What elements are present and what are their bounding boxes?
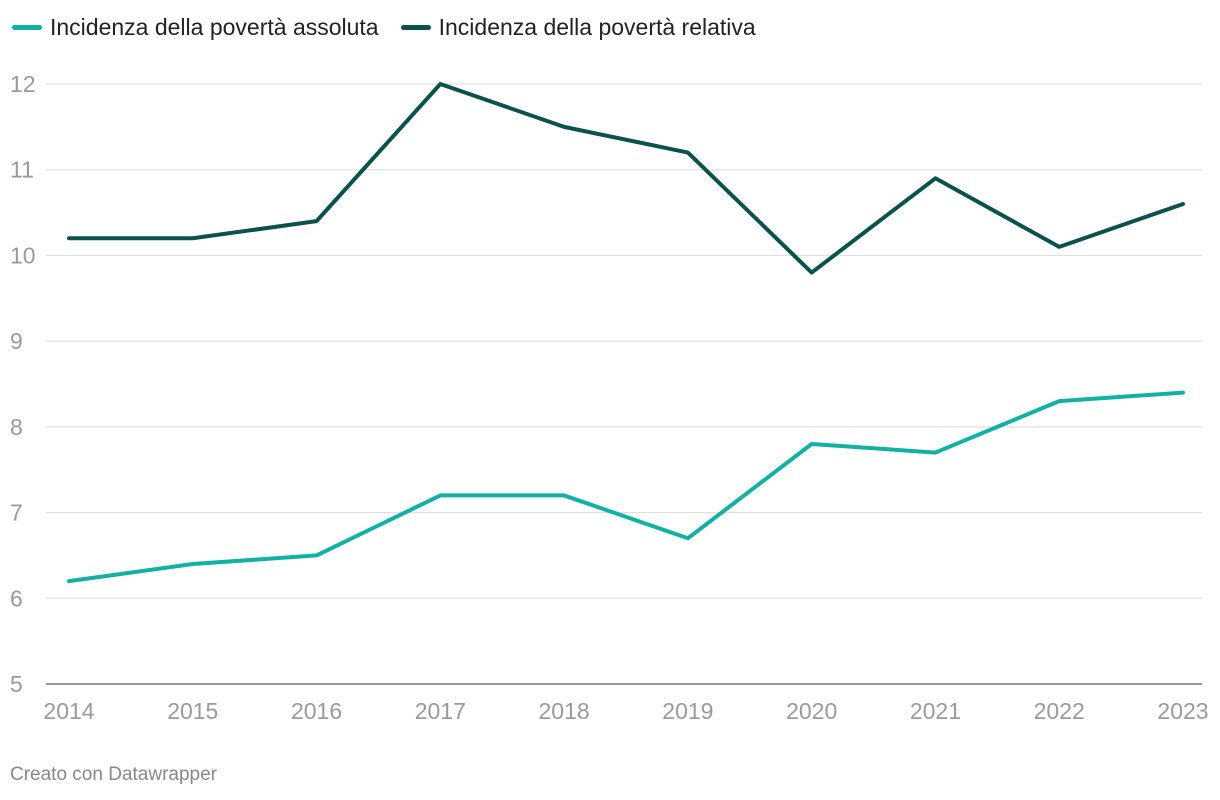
y-tick-label-9: 9 xyxy=(10,328,23,354)
y-tick-label-12: 12 xyxy=(10,71,36,97)
x-tick-label-2021: 2021 xyxy=(910,698,961,724)
legend-label-absolute: Incidenza della povertà assoluta xyxy=(50,14,379,40)
legend-item-absolute: Incidenza della povertà assoluta xyxy=(12,14,379,41)
legend-label-relative: Incidenza della povertà relativa xyxy=(438,14,756,40)
x-tick-label-2017: 2017 xyxy=(415,698,466,724)
legend-swatch-relative xyxy=(400,25,431,30)
chart-legend: Incidenza della povertà assoluta Inciden… xyxy=(12,14,778,41)
y-tick-label-8: 8 xyxy=(10,414,23,440)
y-tick-label-11: 11 xyxy=(10,157,34,183)
y-tick-label-5: 5 xyxy=(10,671,23,697)
y-tick-label-7: 7 xyxy=(10,500,23,526)
x-tick-label-2019: 2019 xyxy=(662,698,713,724)
x-tick-label-2018: 2018 xyxy=(539,698,590,724)
footer-credit: Creato con Datawrapper xyxy=(10,764,217,785)
x-tick-label-2023: 2023 xyxy=(1157,698,1208,724)
series-line-absolute xyxy=(67,390,1185,584)
x-tick-label-2015: 2015 xyxy=(167,698,218,724)
legend-swatch-absolute xyxy=(12,25,42,30)
x-tick-label-2020: 2020 xyxy=(786,698,837,724)
x-tick-label-2014: 2014 xyxy=(43,698,94,724)
series-line-relative xyxy=(67,82,1185,275)
legend-item-relative: Incidenza della povertà relativa xyxy=(400,14,756,41)
x-tick-label-2022: 2022 xyxy=(1034,698,1085,724)
x-tick-label-2016: 2016 xyxy=(291,698,342,724)
y-tick-label-10: 10 xyxy=(10,242,36,268)
y-tick-label-6: 6 xyxy=(10,585,23,611)
